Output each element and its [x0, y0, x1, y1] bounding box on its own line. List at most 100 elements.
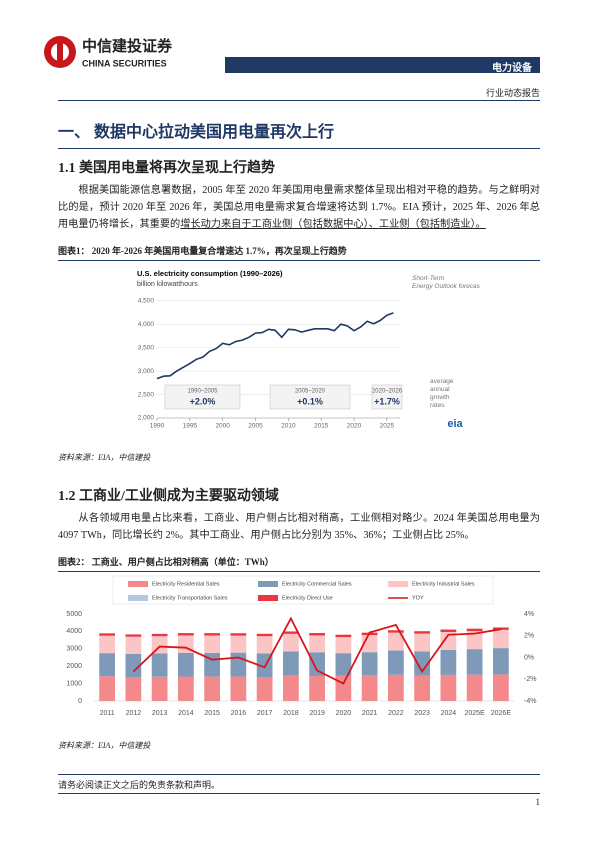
y-tick-label: 2,500	[138, 391, 155, 398]
logo-bar	[57, 38, 63, 66]
bar-segment	[283, 633, 299, 652]
x-tick-label: 2015	[204, 710, 220, 717]
bar-segment	[335, 653, 352, 676]
x-tick-label: 2016	[231, 710, 247, 717]
bar-segment	[125, 634, 142, 637]
source: 资料来源：EIA，中信建投	[58, 741, 151, 750]
bar-segment	[178, 652, 194, 677]
x-tick-label: 2017	[257, 710, 273, 717]
bar-segment	[99, 653, 115, 677]
company-name: 中信建投证券	[82, 37, 173, 55]
bar-segment	[204, 676, 220, 701]
bar-segment	[151, 653, 168, 677]
growth-period: 2005–2020	[295, 389, 326, 395]
bar-segment	[256, 636, 273, 654]
x-tick-label: 2019	[309, 710, 325, 717]
legend-swatch	[388, 581, 408, 587]
bar-segment	[99, 635, 115, 654]
y2-tick-label: -2%	[524, 676, 536, 683]
subsection-title: 1.1 美国用电量将再次呈现上行趋势	[58, 161, 275, 176]
legend-label: YOY	[412, 595, 424, 601]
x-tick-label: 2026E	[491, 710, 512, 717]
bar-segment	[230, 633, 247, 636]
bar-segment	[283, 631, 299, 634]
bar-segment	[388, 630, 404, 633]
growth-rate: +0.1%	[297, 396, 323, 406]
bar-segment	[204, 635, 220, 653]
bar-segment	[388, 674, 404, 701]
figure-caption: 图表2： 工商业、用户侧占比相对稍高（单位：TWh）	[58, 555, 540, 572]
x-tick-label: 2023	[414, 710, 430, 717]
paragraph-text: 根据美国能源信息署数据，2005 年至 2020 年美国用电量需求整体呈现出相对…	[58, 185, 540, 230]
growth-period: 1990–2005	[187, 389, 218, 395]
x-tick-label: 2020	[347, 423, 362, 430]
x-tick-label: 2015	[314, 423, 329, 430]
growth-period: 2020–2026	[372, 389, 403, 395]
y-tick-label: 0	[78, 698, 82, 705]
x-tick-label: 2022	[388, 710, 404, 717]
bar-segment	[230, 635, 247, 653]
bar-segment	[466, 674, 483, 701]
legend-label: Electricity Residential Sales	[152, 581, 220, 587]
x-tick-label: 2020	[336, 710, 352, 717]
bar-segment	[151, 633, 168, 637]
bar-segment	[335, 634, 352, 638]
bar-segment	[256, 633, 273, 637]
bar-segment	[335, 637, 352, 654]
x-tick-label: 2025E	[465, 710, 486, 717]
bar-segment	[309, 633, 325, 636]
x-tick-label: 2018	[283, 710, 299, 717]
source: 资料来源：EIA，中信建投	[58, 453, 151, 462]
chart-subtitle: billion kilowatthours	[137, 281, 198, 288]
y-tick-label: 4000	[66, 628, 82, 635]
bar-segment	[493, 674, 509, 701]
bar-segment	[256, 677, 273, 701]
figure-caption: 图表1： 2020 年-2026 年美国用电量复合增速达 1.7%，再次呈现上行…	[58, 244, 540, 261]
x-tick-label: 2024	[441, 710, 457, 717]
bar-segment	[230, 652, 247, 677]
x-tick-label: 2012	[126, 710, 142, 717]
bar-segment	[335, 675, 352, 701]
bar-segment	[466, 649, 483, 675]
bar-segment	[125, 636, 142, 654]
legend-swatch	[258, 595, 278, 601]
bar-segment	[178, 676, 194, 701]
x-tick-label: 2011	[100, 710, 115, 717]
bar-segment	[440, 674, 457, 701]
x-tick-label: 2000	[215, 423, 230, 430]
x-tick-label: 1990	[150, 423, 165, 430]
y2-tick-label: 4%	[524, 611, 534, 618]
bar-segment	[151, 676, 168, 701]
bar-segment	[414, 675, 430, 701]
sector: 电力设备	[492, 63, 532, 74]
paragraph-underlined: 增长动力来自于工商业侧（包括数据中心）、工业侧（包括制造业）。	[180, 219, 486, 230]
footer-rule	[58, 774, 540, 775]
x-tick-label: 2005	[248, 423, 263, 430]
paragraph: 从各领域用电量占比来看，工商业、用户侧占比相对稍高，工业侧相对略少。2024 年…	[58, 513, 540, 541]
bar-segment	[283, 651, 299, 676]
legend-box	[112, 575, 494, 605]
bar-segment	[493, 648, 509, 675]
bar-segment	[466, 631, 483, 650]
legend-label: Electricity Industrial Sales	[412, 581, 475, 587]
report-type: 行业动态报告	[485, 88, 540, 98]
bar-segment	[414, 633, 430, 652]
bar-segment	[440, 629, 457, 632]
growth-box	[164, 384, 241, 410]
y-tick-label: 2000	[66, 663, 82, 670]
legend-label: Electricity Transportation Sales	[152, 595, 228, 601]
y-tick-label: 5000	[66, 611, 82, 618]
disclaimer: 请务必阅读正文之后的免责条款和声明。	[58, 780, 221, 790]
header-bar: 电力设备	[225, 57, 540, 74]
bar-segment	[125, 677, 142, 701]
company-name-en: CHINA SECURITIES	[82, 58, 167, 68]
bar-segment	[414, 651, 430, 676]
growth-box	[269, 384, 351, 410]
x-tick-label: 1995	[183, 423, 198, 430]
bar-segment	[440, 632, 457, 650]
legend-label: Electricity Commercial Sales	[282, 581, 352, 587]
legend-swatch	[258, 581, 278, 587]
bar-segment	[309, 675, 325, 701]
logo: eia	[447, 418, 463, 430]
